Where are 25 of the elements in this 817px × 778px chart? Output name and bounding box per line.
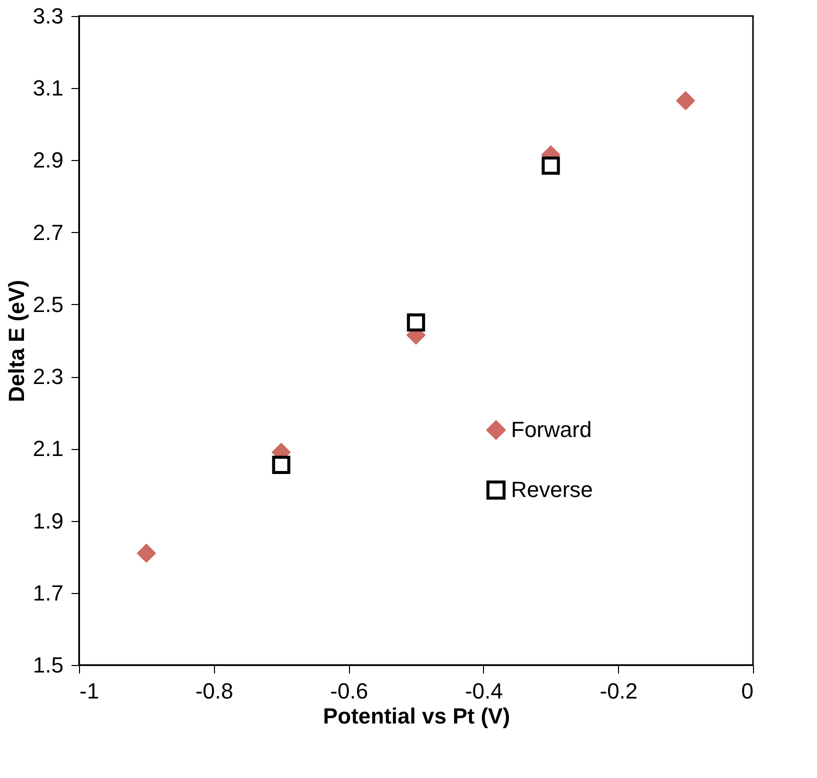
x-tick-label: -0.4	[464, 678, 503, 704]
y-tick-label: 2.3	[32, 364, 64, 390]
point	[137, 544, 156, 562]
x-axis-title: Potential vs Pt (V)	[322, 704, 510, 728]
y-tick-label: 1.7	[32, 580, 64, 606]
y-tick-label: 3.1	[32, 76, 64, 101]
x-tick-label: -1	[80, 678, 100, 704]
point	[676, 92, 695, 110]
x-tick-label: -0.8	[195, 678, 234, 704]
x-tick-label: 0	[741, 678, 754, 704]
y-tick-label: 1.9	[32, 508, 64, 534]
y-tick-label: 3.3	[32, 4, 64, 28]
point	[542, 156, 560, 175]
legend-label: Reverse	[511, 477, 593, 502]
point	[272, 456, 290, 474]
legend-label: Forward	[511, 417, 592, 442]
y-axis-title: Delta E (eV)	[4, 280, 29, 402]
point	[406, 313, 426, 332]
y-tick-label: 2.9	[32, 148, 64, 173]
y-tick-label: 2.7	[32, 220, 64, 245]
x-tick-label: -0.2	[600, 678, 638, 704]
y-tick-label: 1.5	[32, 652, 64, 678]
x-tick-label: -0.6	[330, 678, 368, 704]
y-tick-label: 2.5	[32, 292, 64, 317]
y-tick-label: 2.1	[32, 436, 64, 462]
